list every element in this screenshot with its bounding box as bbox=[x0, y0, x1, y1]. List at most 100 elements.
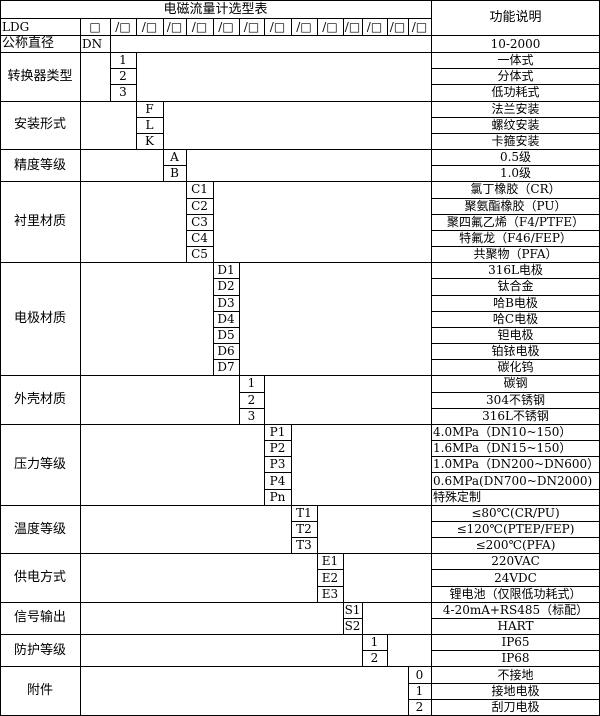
group-label: 电极材质 bbox=[13, 311, 66, 327]
option-function: 铂铱电极 bbox=[491, 344, 540, 359]
grid-line bbox=[264, 472, 291, 473]
option-code: 0 bbox=[415, 667, 424, 682]
option-function: 碳化钨 bbox=[497, 360, 534, 375]
option-code: 2 bbox=[247, 392, 256, 407]
group-label: 转换器类型 bbox=[7, 68, 73, 84]
grid-line bbox=[431, 683, 600, 684]
grid-line bbox=[431, 278, 600, 279]
grid-line bbox=[213, 359, 239, 360]
option-code: P1 bbox=[269, 425, 286, 439]
grid-line bbox=[0, 634, 600, 635]
grid-line bbox=[431, 327, 600, 328]
option-function: 316L不锈钢 bbox=[482, 408, 549, 423]
grid-line bbox=[408, 699, 431, 700]
grid-line bbox=[239, 18, 240, 35]
option-code: Pn bbox=[269, 489, 286, 504]
diameter-label: 公称直径 bbox=[2, 36, 55, 51]
option-function: ≤120℃(PTEP/FEP) bbox=[456, 522, 575, 537]
option-code: E1 bbox=[321, 554, 339, 569]
grid-line bbox=[431, 84, 600, 85]
grid-line bbox=[0, 52, 600, 53]
grid-line bbox=[431, 618, 600, 619]
grid-line bbox=[110, 68, 136, 69]
model-prefix: LDG bbox=[2, 19, 30, 34]
option-function: 哈B电极 bbox=[493, 295, 538, 310]
grid-line bbox=[80, 666, 81, 715]
model-slot-box: /□ bbox=[115, 19, 131, 34]
grid-line bbox=[163, 165, 186, 166]
option-code: 3 bbox=[119, 85, 127, 100]
grid-line bbox=[136, 52, 137, 101]
option-code: C3 bbox=[191, 214, 208, 229]
option-function: 不接地 bbox=[497, 667, 534, 682]
option-code: K bbox=[145, 133, 154, 148]
grid-line bbox=[213, 18, 214, 35]
model-slot-box: /□ bbox=[366, 19, 383, 34]
group-label: 温度等级 bbox=[13, 521, 66, 537]
grid-line bbox=[431, 198, 600, 199]
grid-line bbox=[431, 18, 432, 35]
option-function: 钛合金 bbox=[497, 279, 534, 294]
grid-line bbox=[110, 84, 136, 85]
grid-line bbox=[431, 537, 600, 538]
option-code: 1 bbox=[247, 376, 256, 391]
option-function: 24VDC bbox=[494, 570, 537, 585]
group-label: 压力等级 bbox=[13, 456, 66, 472]
grid-line bbox=[80, 504, 81, 554]
table-title: 电磁流量计选型表 bbox=[163, 1, 268, 17]
grid-line bbox=[291, 504, 292, 554]
grid-line bbox=[431, 214, 600, 215]
grid-line bbox=[0, 505, 600, 506]
option-code: D6 bbox=[217, 344, 235, 359]
grid-line bbox=[362, 650, 387, 651]
option-function: 聚四氟乙烯（F4/PTFE） bbox=[446, 214, 585, 229]
option-code: 1 bbox=[370, 635, 379, 650]
grid-line bbox=[213, 181, 214, 263]
option-code: T2 bbox=[296, 522, 312, 537]
option-code: S1 bbox=[344, 602, 361, 617]
option-code: P4 bbox=[269, 473, 286, 488]
grid-line bbox=[136, 18, 137, 35]
model-first-box: □ bbox=[89, 19, 101, 34]
grid-line bbox=[136, 117, 163, 118]
grid-line bbox=[0, 35, 600, 36]
grid-line bbox=[136, 100, 137, 149]
option-code: C4 bbox=[191, 230, 208, 245]
grid-line bbox=[80, 181, 81, 263]
option-code: 3 bbox=[247, 408, 256, 423]
grid-line bbox=[80, 553, 81, 602]
option-code: 1 bbox=[415, 683, 424, 698]
function-header: 功能说明 bbox=[489, 10, 542, 25]
grid-line bbox=[110, 35, 111, 52]
option-function: 220VAC bbox=[491, 554, 540, 569]
option-code: P2 bbox=[269, 441, 286, 456]
option-function: 1.6MPa（DN15~150） bbox=[433, 441, 572, 456]
option-code: D1 bbox=[217, 263, 235, 278]
grid-line bbox=[0, 553, 600, 554]
option-function: 分体式 bbox=[497, 69, 534, 84]
option-function: 接地电极 bbox=[491, 683, 540, 698]
grid-line bbox=[213, 262, 214, 376]
grid-line bbox=[431, 311, 600, 312]
group-label: 防护等级 bbox=[13, 642, 66, 658]
grid-line bbox=[431, 521, 600, 522]
grid-line bbox=[431, 586, 600, 587]
grid-line bbox=[80, 149, 81, 182]
grid-line bbox=[0, 262, 600, 263]
model-slot-box: /□ bbox=[411, 19, 428, 34]
option-function: IP65 bbox=[501, 635, 530, 650]
grid-line bbox=[110, 18, 111, 35]
option-code: C1 bbox=[191, 182, 208, 197]
option-code: E2 bbox=[321, 570, 339, 585]
option-code: D5 bbox=[217, 327, 235, 342]
grid-line bbox=[0, 424, 600, 425]
option-code: B bbox=[170, 166, 179, 181]
grid-line bbox=[343, 18, 344, 35]
grid-line bbox=[408, 666, 409, 715]
model-slot-box: /□ bbox=[191, 19, 208, 34]
grid-line bbox=[213, 343, 239, 344]
grid-line bbox=[186, 214, 213, 215]
grid-line bbox=[362, 18, 363, 35]
grid-line bbox=[0, 18, 431, 19]
grid-line bbox=[317, 569, 343, 570]
